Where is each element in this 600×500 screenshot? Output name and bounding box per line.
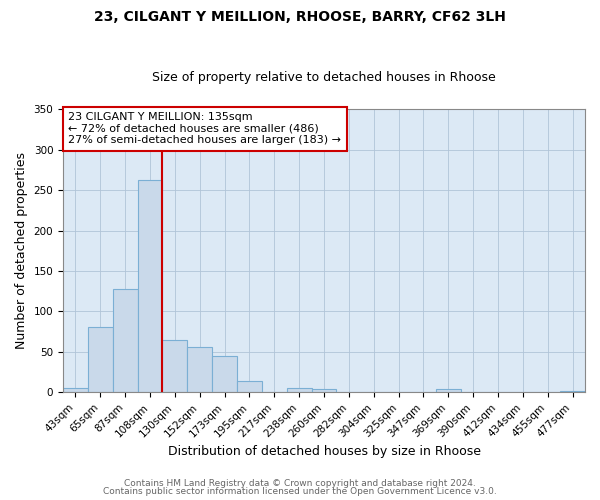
Bar <box>137 180 163 392</box>
Bar <box>187 347 212 393</box>
Bar <box>212 356 237 393</box>
Text: Contains public sector information licensed under the Open Government Licence v3: Contains public sector information licen… <box>103 487 497 496</box>
Bar <box>237 381 262 392</box>
Bar <box>311 389 337 392</box>
Bar <box>113 289 137 393</box>
Bar <box>287 388 311 392</box>
Bar <box>88 327 113 392</box>
Text: Contains HM Land Registry data © Crown copyright and database right 2024.: Contains HM Land Registry data © Crown c… <box>124 478 476 488</box>
Bar <box>560 390 585 392</box>
Bar <box>163 340 187 392</box>
Text: 23 CILGANT Y MEILLION: 135sqm
← 72% of detached houses are smaller (486)
27% of : 23 CILGANT Y MEILLION: 135sqm ← 72% of d… <box>68 112 341 146</box>
Bar <box>63 388 88 392</box>
Title: Size of property relative to detached houses in Rhoose: Size of property relative to detached ho… <box>152 72 496 85</box>
Y-axis label: Number of detached properties: Number of detached properties <box>15 152 28 350</box>
Bar <box>436 389 461 392</box>
X-axis label: Distribution of detached houses by size in Rhoose: Distribution of detached houses by size … <box>167 444 481 458</box>
Text: 23, CILGANT Y MEILLION, RHOOSE, BARRY, CF62 3LH: 23, CILGANT Y MEILLION, RHOOSE, BARRY, C… <box>94 10 506 24</box>
